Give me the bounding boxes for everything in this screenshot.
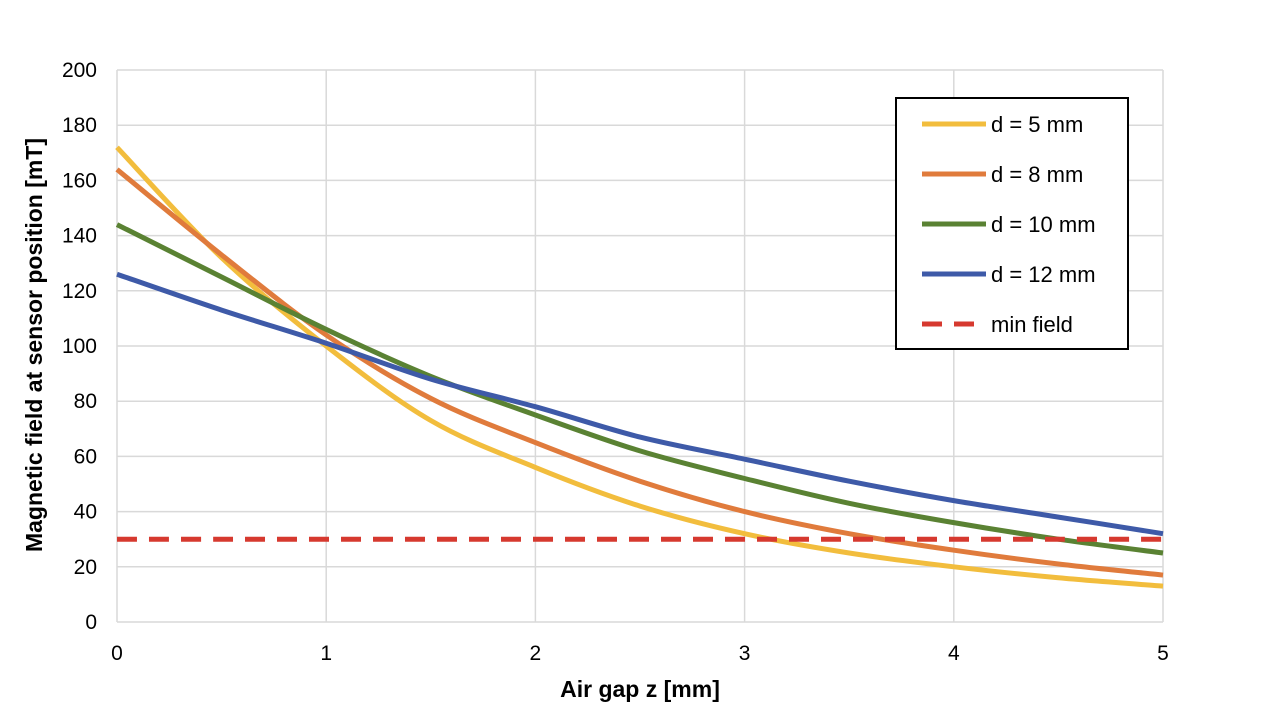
y-tick-label: 100: [62, 335, 97, 358]
y-tick-label: 120: [62, 280, 97, 303]
x-tick-label: 5: [1157, 642, 1169, 665]
x-tick-label: 3: [739, 642, 751, 665]
legend-label: min field: [991, 312, 1073, 337]
y-tick-label: 160: [62, 169, 97, 192]
x-tick-label: 2: [530, 642, 542, 665]
y-tick-label: 40: [74, 501, 97, 524]
x-tick-label: 1: [320, 642, 332, 665]
x-tick-label: 0: [111, 642, 123, 665]
y-tick-label: 80: [74, 390, 97, 413]
y-axis-label: Magnetic field at sensor position [mT]: [21, 138, 47, 552]
legend-label: d = 10 mm: [991, 212, 1096, 237]
y-tick-label: 200: [62, 59, 97, 82]
y-tick-label: 20: [74, 556, 97, 579]
legend-label: d = 12 mm: [991, 262, 1096, 287]
series-line-d-10-mm: [115, 222, 1164, 556]
x-axis-label: Air gap z [mm]: [560, 676, 720, 702]
legend: d = 5 mm d = 8 mm d = 10 mm d = 12 mm min fi…: [895, 97, 1129, 350]
legend-label: d = 5 mm: [991, 112, 1083, 137]
y-tick-label: 140: [62, 225, 97, 248]
legend-label: d = 8 mm: [991, 162, 1083, 187]
x-axis-tick-labels: 0 1 2 3 4 5: [111, 642, 1169, 665]
y-tick-label: 60: [74, 445, 97, 468]
y-tick-label: 0: [85, 611, 97, 634]
y-tick-label: 180: [62, 114, 97, 137]
series-line-d-12-mm: [116, 271, 1164, 537]
y-axis-tick-labels: 0 20 40 60 80 100 120 140 160 180 200: [62, 59, 97, 634]
x-tick-label: 4: [948, 642, 960, 665]
series-line-d-8-mm: [115, 167, 1164, 578]
series-lines: [115, 145, 1164, 589]
